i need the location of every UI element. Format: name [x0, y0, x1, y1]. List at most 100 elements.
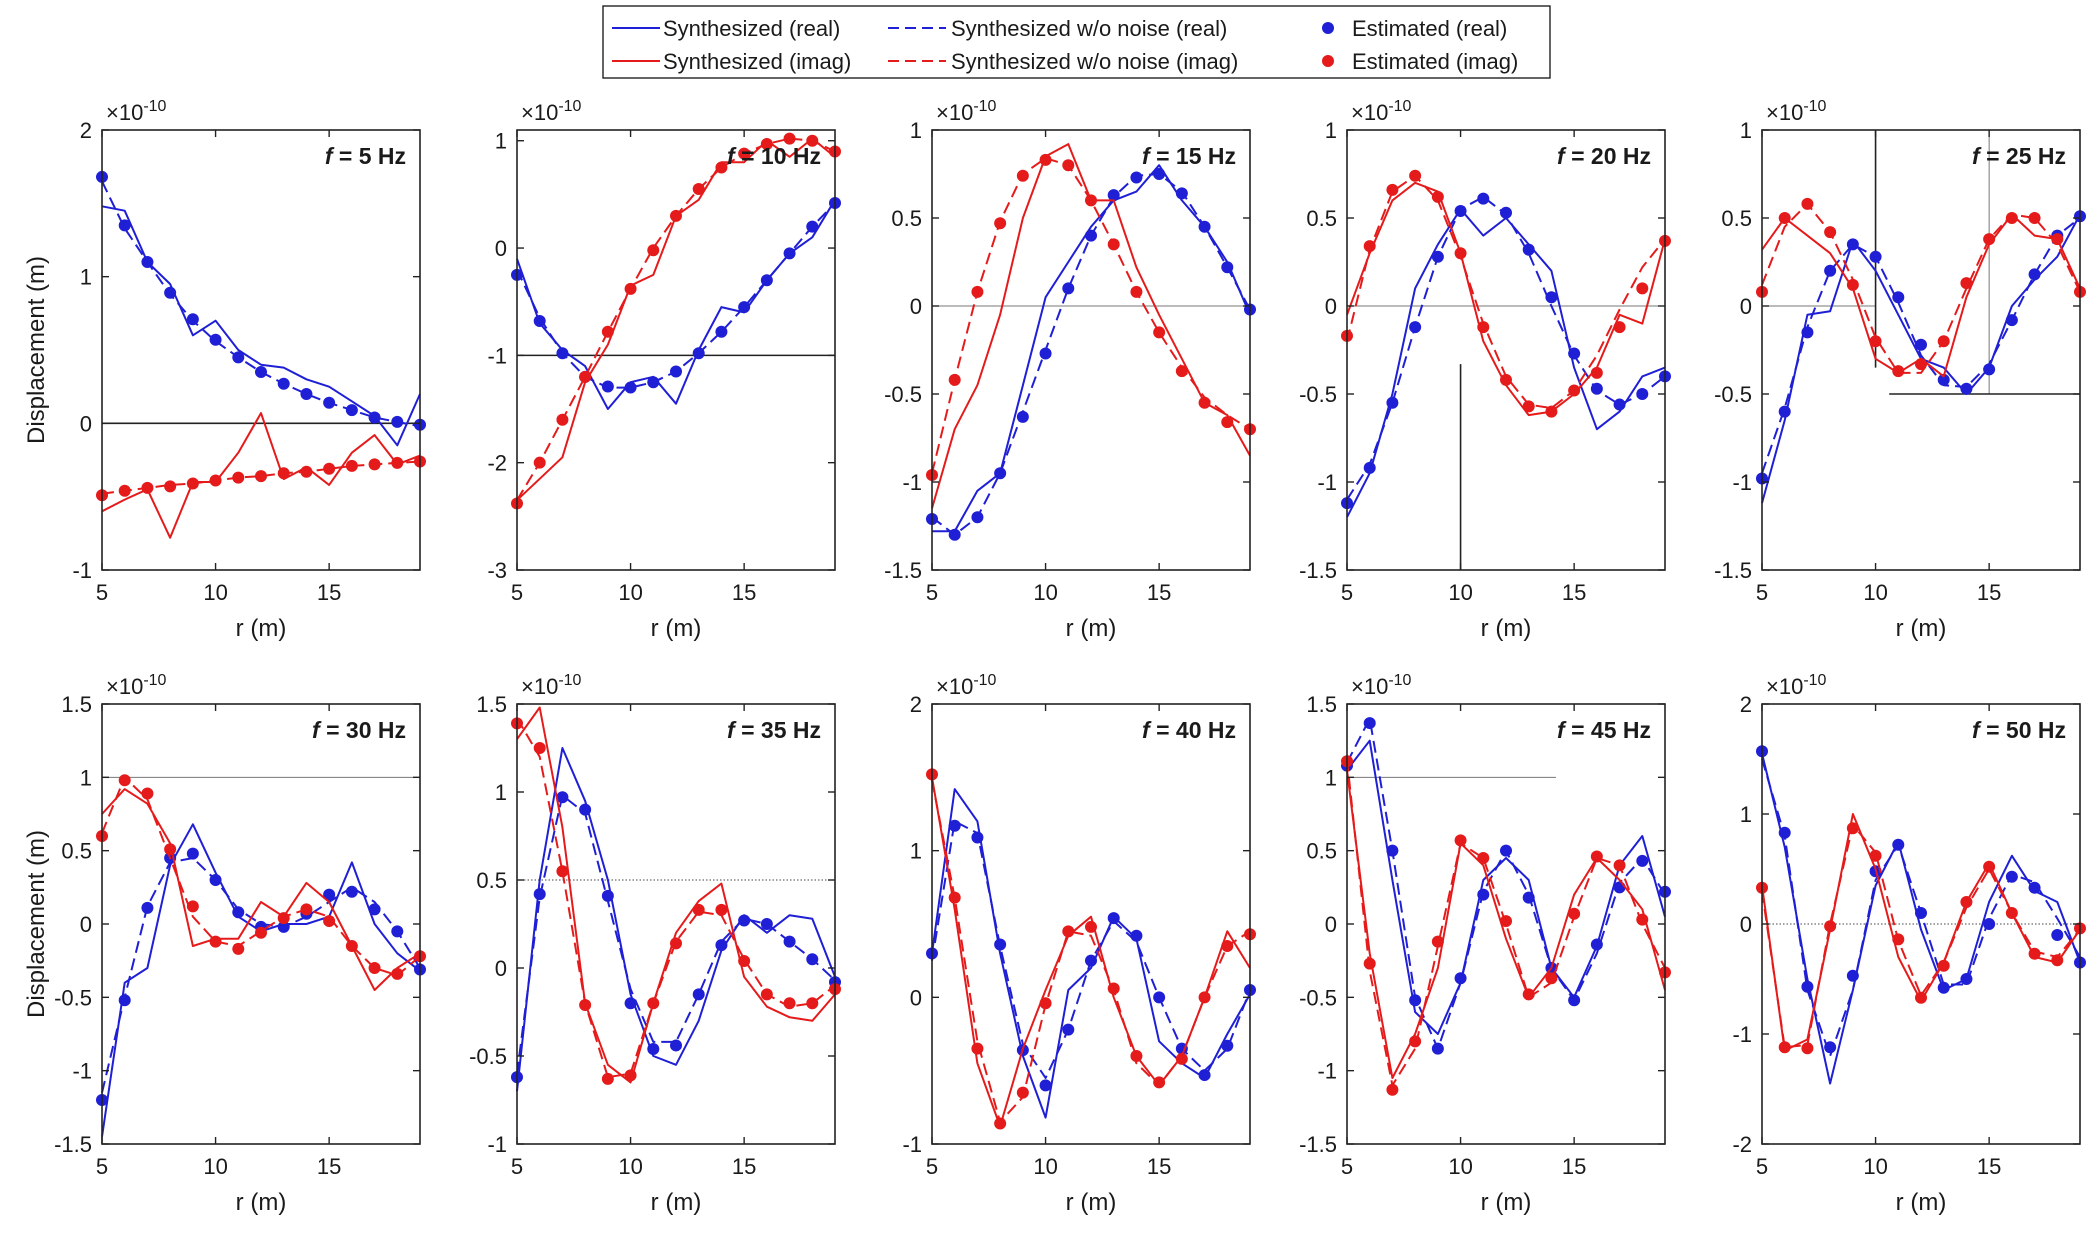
y-tick-label: -1 [487, 343, 507, 368]
y-tick-label: 1 [1740, 118, 1752, 143]
data-point-real [1983, 363, 1996, 376]
data-point-imag [1016, 169, 1029, 182]
y-tick-label: -0.5 [1714, 382, 1752, 407]
data-point-real [1522, 891, 1535, 904]
data-point-imag [1107, 982, 1120, 995]
y-tick-label: -0.5 [54, 985, 92, 1010]
data-point-imag [1198, 991, 1211, 1004]
data-point-real [232, 351, 245, 364]
frequency-label: f = 40 Hz [1142, 717, 1236, 743]
synthesized-line [516, 199, 836, 410]
data-point-real [1636, 388, 1649, 400]
data-point-real [141, 256, 154, 268]
axes-box [516, 129, 836, 571]
data-point-real [692, 347, 705, 360]
legend-label: Synthesized (real) [663, 16, 840, 41]
data-point-real [1590, 938, 1603, 951]
noise-free-line [1761, 217, 2081, 474]
data-point-imag [1363, 957, 1376, 970]
data-point-imag [1363, 240, 1376, 253]
data-point-imag [1983, 233, 1996, 246]
data-point-real [806, 953, 819, 966]
y-tick-label: -0.5 [1299, 382, 1337, 407]
data-point-real [1613, 398, 1626, 411]
data-point-imag [1892, 365, 1905, 378]
data-point-imag [345, 459, 358, 472]
data-point-real [1869, 250, 1882, 263]
subplot-45hz: 5 10 15 -1.5 -1 -0.5 0 0.5 1 1.5 ×10-10 f = 45 Hz r … [1299, 672, 1671, 1216]
y-tick-label: 0 [1740, 294, 1752, 319]
y-tick-label: 1 [1325, 118, 1337, 143]
synthesized-line [101, 205, 421, 447]
y-tick-label: -1 [902, 1132, 922, 1157]
data-point-real [994, 938, 1007, 951]
data-point-imag [715, 903, 728, 916]
x-tick-label: 15 [1977, 580, 2001, 605]
data-point-real [1198, 1069, 1211, 1082]
subplot-25hz: 5 10 15 -1.5 -1 -0.5 0 0.5 1 ×10-10 f = 25 Hz r (m) [1714, 98, 2086, 642]
data-point-real [760, 918, 773, 930]
data-point-imag [368, 458, 381, 471]
data-point-real [1016, 410, 1029, 423]
x-axis-label: r (m) [1066, 615, 1117, 642]
axes-box [1346, 129, 1666, 571]
x-tick-label: 15 [1147, 580, 1171, 605]
x-tick-label: 10 [1863, 1154, 1887, 1179]
y-tick-label: -1 [1732, 1022, 1752, 1047]
data-point-imag [2005, 212, 2018, 224]
noise-free-line [101, 776, 421, 977]
synthesized-line [101, 823, 421, 1137]
legend-label: Estimated (imag) [1352, 49, 1518, 74]
data-point-real [1386, 396, 1399, 409]
y-tick-label: -1 [72, 558, 92, 583]
data-point-imag [1636, 913, 1649, 926]
data-point-imag [579, 998, 592, 1011]
noise-free-line [516, 137, 836, 501]
data-point-imag [1409, 169, 1422, 182]
data-point-real [1613, 881, 1626, 894]
exponent-label: ×10-10 [936, 672, 997, 699]
data-point-real [1175, 187, 1188, 200]
x-tick-label: 10 [1033, 580, 1057, 605]
data-point-imag [556, 413, 569, 426]
data-point-imag [1778, 1041, 1791, 1054]
data-point-real [368, 411, 381, 424]
data-point-real [2028, 268, 2041, 281]
synthesized-line [516, 706, 836, 1084]
data-point-imag [1590, 366, 1603, 379]
y-tick-label: -1 [902, 470, 922, 495]
data-point-imag [1221, 416, 1234, 429]
x-axis-label: r (m) [651, 1189, 702, 1216]
y-tick-label: 2 [1740, 692, 1752, 717]
noise-free-line [516, 794, 836, 1074]
data-point-imag [141, 481, 154, 494]
x-tick-label: 15 [1977, 1154, 2001, 1179]
x-tick-label: 10 [618, 1154, 642, 1179]
data-point-imag [948, 373, 961, 386]
data-point-real [647, 376, 660, 389]
data-point-imag [738, 147, 751, 160]
data-point-imag [1175, 365, 1188, 378]
frequency-label: f = 30 Hz [312, 717, 406, 743]
y-tick-label: 0 [80, 912, 92, 937]
data-point-imag [186, 900, 199, 913]
data-point-imag [2051, 954, 2064, 967]
exponent-label: ×10-10 [1766, 98, 1827, 125]
y-tick-label: 1 [910, 839, 922, 864]
y-tick-label: 1 [80, 265, 92, 290]
x-axis-label: r (m) [651, 615, 702, 642]
data-point-imag [1846, 822, 1859, 835]
data-point-imag [391, 456, 404, 469]
data-point-real [1846, 969, 1859, 982]
subplot-50hz: 5 10 15 -2 -1 0 1 2 ×10-10 f = 50 Hz r (m) [1732, 672, 2086, 1216]
frequency-label: f = 45 Hz [1557, 717, 1651, 743]
data-point-imag [1431, 190, 1444, 203]
frequency-label: f = 20 Hz [1557, 143, 1651, 169]
data-point-real [209, 874, 222, 886]
x-tick-label: 10 [618, 580, 642, 605]
data-point-imag [2005, 907, 2018, 919]
data-point-imag [647, 997, 660, 1010]
data-point-imag [1454, 834, 1467, 847]
y-tick-label: -1 [72, 1059, 92, 1084]
data-point-real [1500, 844, 1512, 857]
